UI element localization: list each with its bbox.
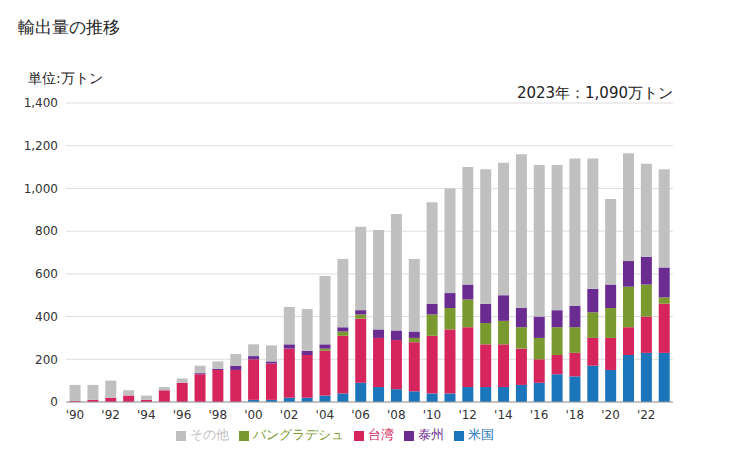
svg-text:0: 0 <box>50 395 58 409</box>
svg-text:400: 400 <box>35 310 58 324</box>
svg-text:'00: '00 <box>244 408 263 422</box>
svg-text:'08: '08 <box>387 408 406 422</box>
svg-text:'96: '96 <box>173 408 192 422</box>
svg-text:'92: '92 <box>101 408 120 422</box>
svg-text:'98: '98 <box>208 408 227 422</box>
svg-text:'10: '10 <box>423 408 442 422</box>
svg-text:'06: '06 <box>351 408 370 422</box>
html-text:輸出量の推移: 輸出量の推移 <box>18 17 120 37</box>
svg-text:'04: '04 <box>316 408 335 422</box>
svg-text:'20: '20 <box>601 408 620 422</box>
svg-text:'94: '94 <box>137 408 156 422</box>
svg-text:'90: '90 <box>66 408 85 422</box>
svg-text:'22: '22 <box>637 408 656 422</box>
html-text:その他: その他 <box>189 427 229 442</box>
svg-text:600: 600 <box>35 267 58 281</box>
html-text:単位:万トン: 単位:万トン <box>28 70 103 86</box>
html-text:米国: 米国 <box>467 427 494 442</box>
svg-text:800: 800 <box>35 224 58 238</box>
svg-text:1,200: 1,200 <box>24 139 58 153</box>
svg-text:1,000: 1,000 <box>24 182 58 196</box>
svg-text:'02: '02 <box>280 408 299 422</box>
svg-text:'12: '12 <box>458 408 477 422</box>
html-text:台湾: 台湾 <box>367 427 394 442</box>
html-text:泰州: 泰州 <box>417 427 444 442</box>
svg-text:'16: '16 <box>530 408 549 422</box>
svg-text:'14: '14 <box>494 408 513 422</box>
svg-text:200: 200 <box>35 353 58 367</box>
html-text:2023年：1,090万トン: 2023年：1,090万トン <box>516 84 673 102</box>
html-text:バングラデシュ: バングラデシュ <box>252 427 344 442</box>
svg-text:'18: '18 <box>566 408 585 422</box>
svg-text:1,400: 1,400 <box>24 96 58 110</box>
